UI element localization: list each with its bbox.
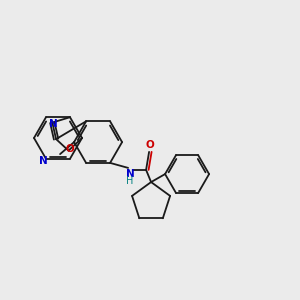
Text: O: O [146, 140, 154, 150]
Text: N: N [49, 118, 58, 129]
Text: O: O [65, 144, 74, 154]
Text: N: N [126, 169, 134, 179]
Text: N: N [39, 156, 47, 166]
Text: H: H [126, 176, 134, 186]
